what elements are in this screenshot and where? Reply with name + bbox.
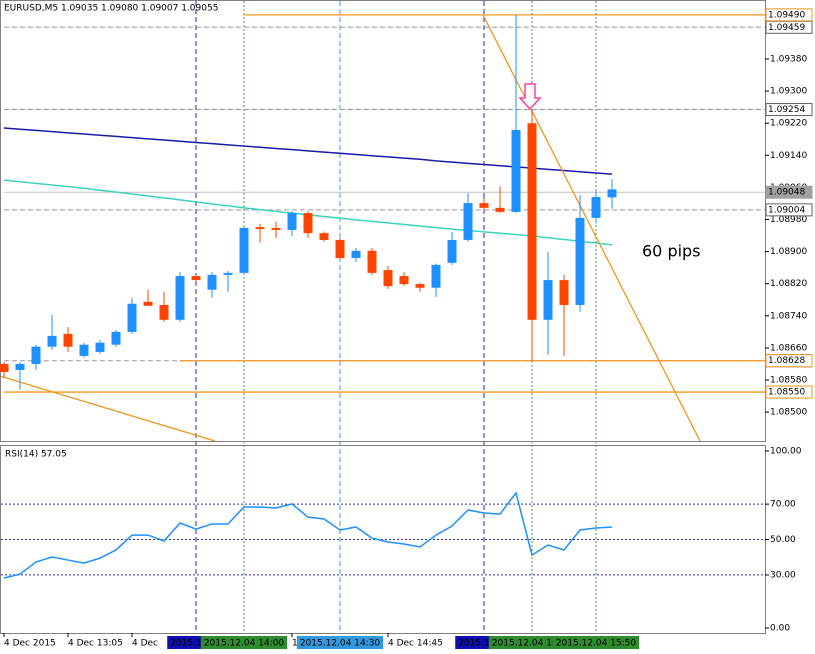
candle-body bbox=[431, 264, 441, 288]
y-tick-label: 1.09220 bbox=[770, 119, 807, 129]
price-level-box bbox=[765, 385, 813, 399]
candle-body bbox=[159, 304, 169, 320]
candle-body bbox=[351, 250, 361, 259]
candle-body bbox=[191, 276, 201, 281]
candle-body bbox=[79, 344, 89, 356]
x-tick-label: 2015.12.04 14:30 bbox=[300, 639, 381, 649]
x-tick-label: 4 Dec 14:45 bbox=[388, 639, 443, 649]
candle-body bbox=[543, 280, 553, 320]
candle-body bbox=[287, 213, 297, 230]
y-tick-label: 0.00 bbox=[770, 624, 790, 634]
price-level-box bbox=[765, 103, 813, 117]
candle-body bbox=[303, 213, 313, 234]
y-tick-label: 1.08580 bbox=[770, 376, 807, 386]
price-level-label: 1.09048 bbox=[768, 188, 805, 198]
time-label-box bbox=[552, 636, 640, 649]
x-tick-label: 2015.12.04 15:30 bbox=[492, 639, 573, 649]
candle-body bbox=[127, 303, 137, 332]
price-frame bbox=[0, 0, 766, 442]
candle-body bbox=[463, 203, 473, 240]
x-tick-label: 2015.12.04 bbox=[458, 639, 510, 649]
x-tick-label: 2015.12.04 14:00 bbox=[204, 639, 285, 649]
time-label-box bbox=[296, 636, 384, 649]
y-tick-label: 1.09380 bbox=[770, 54, 807, 64]
price-level-label: 1.08628 bbox=[768, 356, 805, 366]
candle-body bbox=[415, 284, 425, 288]
x-tick-label: 4 Dec 2015 bbox=[4, 639, 56, 649]
trend-line bbox=[482, 14, 701, 442]
candle-body bbox=[175, 276, 185, 320]
price-level-label: 1.08550 bbox=[768, 388, 805, 398]
candle-body bbox=[143, 301, 153, 306]
candle-body bbox=[575, 217, 585, 305]
rsi-line bbox=[3, 491, 613, 579]
y-tick-label: 1.08660 bbox=[770, 343, 807, 353]
price-level-box bbox=[765, 8, 813, 22]
candle-body bbox=[239, 227, 249, 273]
price-level-box bbox=[765, 354, 813, 368]
x-tick-label: 2015.12.04 15:50 bbox=[556, 639, 637, 649]
signal-arrow bbox=[518, 83, 542, 111]
candle-body bbox=[63, 333, 73, 347]
chart-title: EURUSD,M5 1.09035 1.09080 1.09007 1.0905… bbox=[4, 4, 218, 14]
candle-body bbox=[591, 197, 601, 218]
candle-body bbox=[335, 239, 345, 259]
annotation: 60 pips bbox=[642, 242, 701, 261]
time-label-box bbox=[200, 636, 288, 649]
candle-body bbox=[399, 276, 409, 285]
candle-body bbox=[271, 227, 281, 230]
candle-body bbox=[447, 239, 457, 263]
candle-body bbox=[511, 130, 521, 212]
rsi-title: RSI(14) 57.05 bbox=[5, 450, 67, 460]
x-tick-label: 2015.12.04 bbox=[170, 639, 222, 649]
candle-body bbox=[607, 189, 617, 198]
x-tick-label: 4 Dec 13:05 bbox=[68, 639, 123, 649]
candle-body bbox=[15, 363, 25, 370]
candle-body bbox=[383, 270, 393, 287]
y-tick-label: 100.00 bbox=[770, 447, 802, 457]
y-tick-label: 1.08500 bbox=[770, 408, 807, 418]
candle-body bbox=[207, 274, 217, 290]
price-level-label: 1.09490 bbox=[768, 10, 805, 20]
candle-body bbox=[111, 331, 121, 345]
candle-body bbox=[95, 342, 105, 352]
y-tick-label: 1.08740 bbox=[770, 311, 807, 321]
y-tick-label: 70.00 bbox=[770, 500, 796, 510]
price-level-box bbox=[765, 203, 813, 217]
x-tick-label: 4 Dec bbox=[132, 639, 158, 649]
y-tick-label: 1.08820 bbox=[770, 279, 807, 289]
moving-average bbox=[3, 127, 613, 175]
y-tick-label: 1.09300 bbox=[770, 87, 807, 97]
candle-body bbox=[527, 123, 537, 320]
price-level-label: 1.09004 bbox=[768, 205, 805, 215]
y-tick-label: 50.00 bbox=[770, 535, 796, 545]
candle-body bbox=[495, 207, 505, 212]
y-tick-label: 1.08900 bbox=[770, 247, 807, 257]
candle-body bbox=[255, 227, 265, 230]
price-panel bbox=[3, 1, 765, 633]
candle-body bbox=[479, 203, 489, 208]
y-tick-label: 1.08980 bbox=[770, 215, 807, 225]
trend-line bbox=[0, 375, 216, 442]
candle-body bbox=[367, 250, 377, 273]
price-level-box bbox=[765, 185, 813, 199]
y-tick-label: 30.00 bbox=[770, 570, 796, 580]
candle-body bbox=[223, 272, 233, 275]
price-level-label: 1.09254 bbox=[768, 105, 805, 115]
candle-body bbox=[47, 335, 57, 347]
candle-body bbox=[319, 233, 329, 240]
price-level-label: 1.09459 bbox=[768, 23, 805, 33]
y-tick-label: 1.09140 bbox=[770, 151, 807, 161]
candle-body bbox=[31, 346, 41, 364]
candle-body bbox=[559, 280, 569, 305]
candle-body bbox=[0, 363, 9, 372]
